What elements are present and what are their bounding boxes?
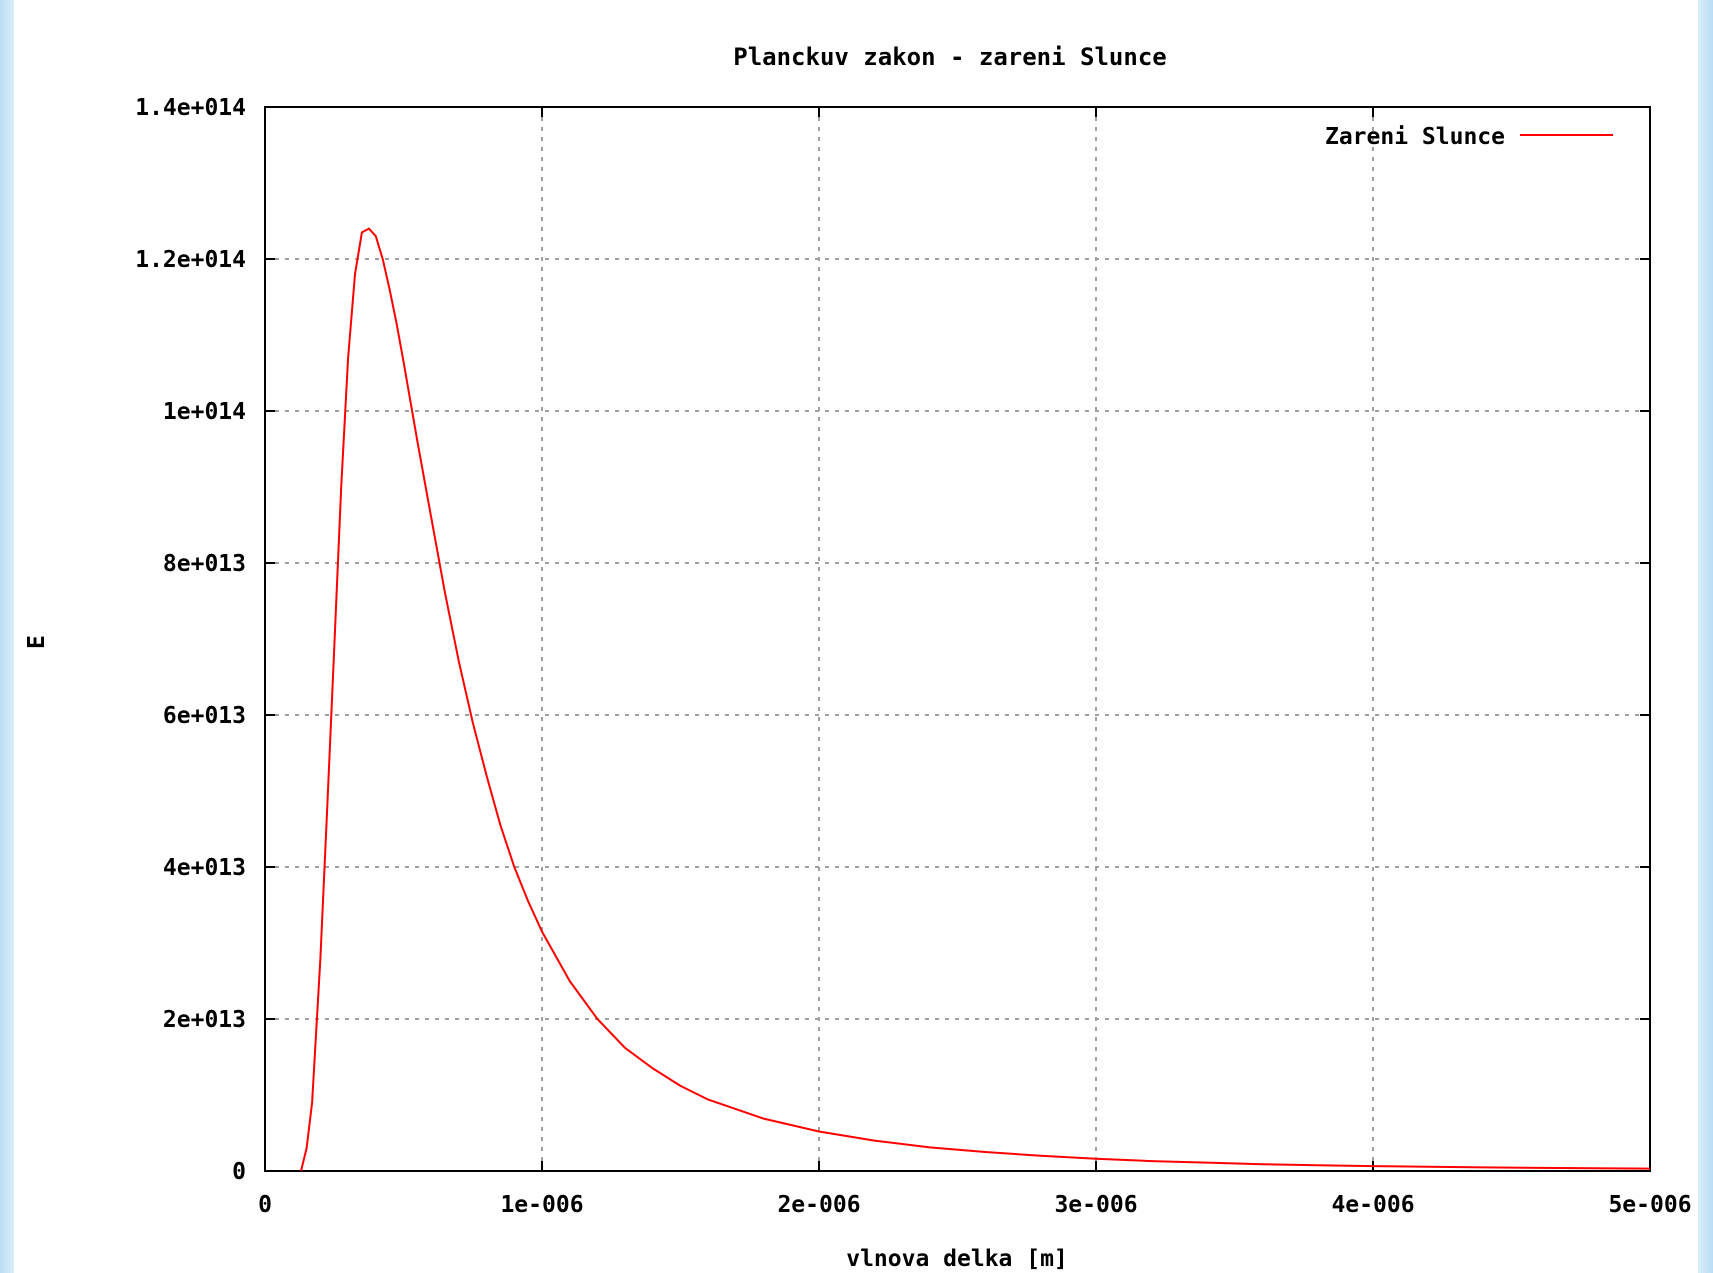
x-tick-label: 1e-006: [500, 1192, 583, 1218]
y-axis-label: E: [24, 635, 50, 649]
series-layer: [300, 227, 1651, 1172]
legend-label: Zareni Slunce: [1325, 124, 1505, 150]
y-tick-label: 0: [232, 1159, 246, 1185]
x-tick-label: 2e-006: [777, 1192, 860, 1218]
legend: Zareni Slunce: [1325, 124, 1613, 150]
y-tick-label: 2e+013: [163, 1007, 246, 1033]
y-tick-label: 1.2e+014: [135, 247, 246, 273]
y-tick-label: 1e+014: [163, 399, 246, 425]
x-tick-label: 3e-006: [1054, 1192, 1137, 1218]
series-line-zareni-slunce: [300, 227, 1651, 1172]
y-tick-label: 6e+013: [163, 703, 246, 729]
axis-ticks: 0 1e-006 2e-006 3e-006 4e-006 5e-006 0 2e+013 4e…: [135, 95, 1691, 1218]
x-tick-label: 5e-006: [1608, 1192, 1691, 1218]
y-tick-label: 8e+013: [163, 551, 246, 577]
grid: [265, 107, 1650, 1171]
x-tick-label: 0: [258, 1192, 272, 1218]
y-tick-label: 4e+013: [163, 855, 246, 881]
x-axis-label: vlnova delka [m]: [846, 1246, 1068, 1272]
chart-title: Planckuv zakon - zareni Slunce: [733, 43, 1166, 71]
x-tick-label: 4e-006: [1331, 1192, 1414, 1218]
y-tick-label: 1.4e+014: [135, 95, 246, 121]
plot-border: [264, 106, 1651, 1172]
